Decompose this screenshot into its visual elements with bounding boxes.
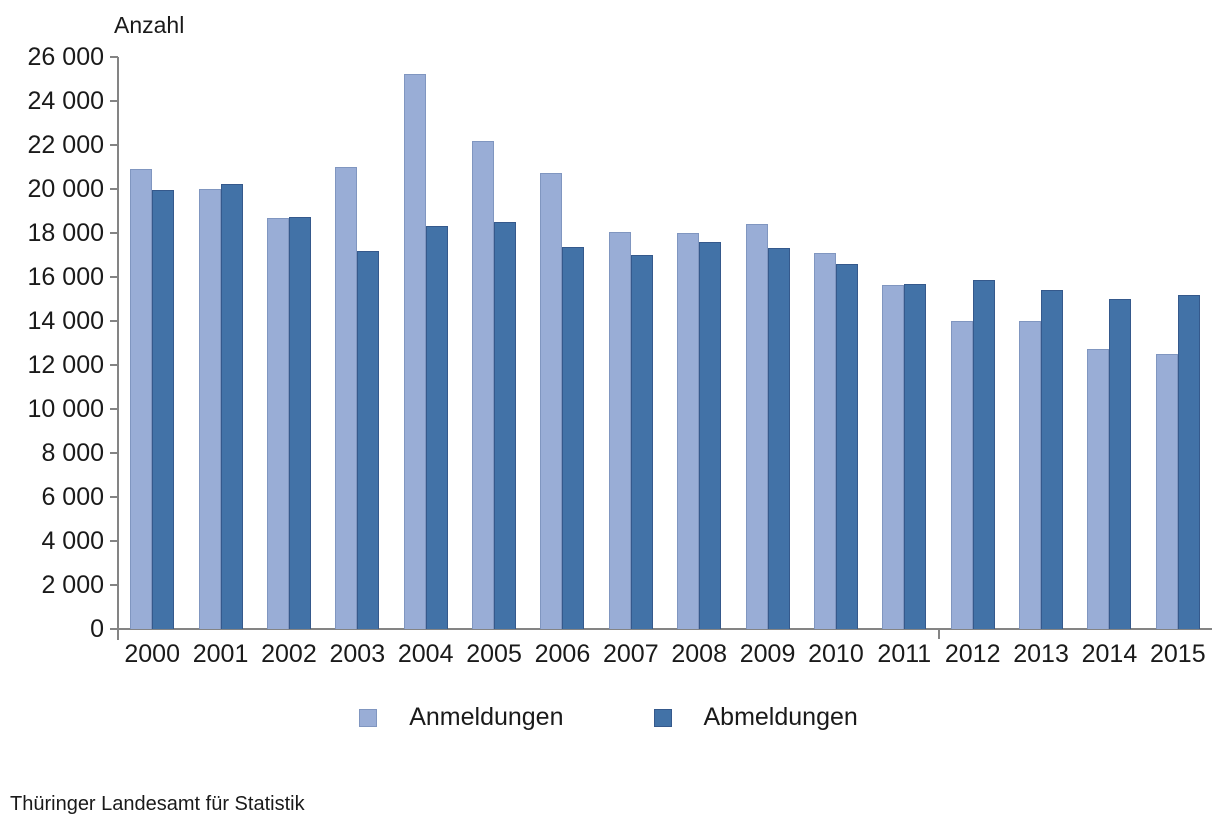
legend-swatch-abmeldungen-icon: [653, 708, 672, 727]
legend-item-anmeldungen: Anmeldungen: [359, 703, 564, 732]
y-axis-tick-6000: [110, 496, 118, 498]
y-axis-label-2000: 2 000: [41, 571, 104, 599]
bar-anmeldungen-2013: [1019, 321, 1042, 629]
bar-anmeldungen-2015: [1155, 354, 1178, 629]
y-axis-tick-18000: [110, 232, 118, 234]
x-axis-label-2015: 2015: [1150, 640, 1206, 668]
x-axis-label-2011: 2011: [877, 640, 932, 668]
bar-abmeldungen-2000: [152, 190, 175, 629]
y-axis-label-12000: 12 000: [27, 351, 104, 379]
bar-abmeldungen-2007: [630, 255, 653, 629]
x-axis-label-2006: 2006: [534, 640, 591, 668]
bar-abmeldungen-2015: [1177, 294, 1200, 629]
x-axis-label-2007: 2007: [603, 640, 659, 668]
bar-abmeldungen-2001: [220, 183, 243, 629]
y-axis-label-22000: 22 000: [27, 131, 104, 159]
x-axis-label-2005: 2005: [466, 640, 522, 668]
bar-abmeldungen-2014: [1109, 299, 1132, 629]
bar-abmeldungen-2010: [835, 263, 858, 629]
bar-anmeldungen-2003: [335, 167, 358, 629]
bar-anmeldungen-2002: [266, 217, 289, 629]
bar-anmeldungen-2011: [882, 284, 905, 629]
bar-abmeldungen-2013: [1041, 290, 1064, 629]
y-axis-label-10000: 10 000: [27, 395, 104, 423]
bar-anmeldungen-2008: [677, 233, 700, 629]
y-axis-tick-0: [110, 628, 118, 630]
bar-anmeldungen-2007: [608, 231, 631, 629]
y-axis-label-4000: 4 000: [41, 527, 104, 555]
legend-label-abmeldungen: Abmeldungen: [703, 703, 858, 731]
y-axis-label-20000: 20 000: [27, 175, 104, 203]
x-axis-label-2008: 2008: [671, 640, 727, 668]
y-axis-label-6000: 6 000: [41, 483, 104, 511]
x-axis-label-2002: 2002: [261, 640, 317, 668]
y-axis-label-14000: 14 000: [27, 307, 104, 335]
y-axis-label-0: 0: [90, 615, 104, 643]
x-axis-label-2000: 2000: [124, 640, 180, 668]
x-axis-minor-tick: [937, 630, 940, 639]
source-text: Thüringer Landesamt für Statistik: [10, 793, 305, 815]
bar-abmeldungen-2005: [494, 222, 517, 629]
y-axis-tick-26000: [110, 56, 118, 58]
legend: Anmeldungen Abmeldungen: [0, 703, 1217, 732]
bar-anmeldungen-2012: [950, 321, 973, 629]
bar-abmeldungen-2012: [972, 280, 995, 629]
bar-abmeldungen-2006: [562, 247, 585, 629]
y-axis-tick-10000: [110, 408, 118, 410]
y-axis-tick-8000: [110, 452, 118, 454]
x-axis-line: [110, 628, 1212, 630]
y-axis-label-18000: 18 000: [27, 219, 104, 247]
legend-item-abmeldungen: Abmeldungen: [653, 703, 858, 732]
x-axis-label-2004: 2004: [397, 640, 454, 668]
y-axis-label-16000: 16 000: [27, 263, 104, 291]
x-axis-label-2013: 2013: [1013, 640, 1069, 668]
y-axis-line: [117, 57, 119, 640]
y-axis-tick-14000: [110, 320, 118, 322]
x-axis-label-2014: 2014: [1081, 640, 1138, 668]
y-axis-tick-2000: [110, 584, 118, 586]
x-axis-label-2012: 2012: [944, 640, 1001, 668]
y-axis-tick-4000: [110, 540, 118, 542]
x-axis-label-2001: 2001: [192, 640, 249, 668]
bar-anmeldungen-2004: [403, 73, 426, 629]
bar-anmeldungen-2000: [130, 169, 153, 629]
bar-anmeldungen-2014: [1087, 348, 1110, 629]
x-axis-label-2003: 2003: [329, 640, 386, 668]
bar-abmeldungen-2004: [425, 226, 448, 629]
bar-abmeldungen-2008: [699, 241, 722, 629]
bar-anmeldungen-2010: [813, 252, 836, 629]
bar-anmeldungen-2005: [472, 140, 495, 629]
y-axis-tick-16000: [110, 276, 118, 278]
legend-swatch-anmeldungen-icon: [359, 708, 378, 727]
bar-abmeldungen-2011: [904, 283, 927, 629]
bar-abmeldungen-2009: [767, 248, 790, 629]
bar-abmeldungen-2002: [288, 216, 311, 629]
legend-label-anmeldungen: Anmeldungen: [409, 703, 564, 731]
bar-anmeldungen-2006: [540, 172, 563, 629]
y-axis-tick-12000: [110, 364, 118, 366]
y-axis-tick-22000: [110, 144, 118, 146]
bar-anmeldungen-2009: [745, 224, 768, 629]
bar-abmeldungen-2003: [357, 250, 380, 629]
y-axis-tick-20000: [110, 188, 118, 190]
y-axis-label-26000: 26 000: [27, 43, 104, 71]
y-axis-title: Anzahl: [114, 12, 185, 38]
y-axis-tick-24000: [110, 100, 118, 102]
x-axis-label-2009: 2009: [739, 640, 796, 668]
y-axis-label-8000: 8 000: [41, 439, 104, 467]
y-axis-label-24000: 24 000: [27, 87, 104, 115]
bar-anmeldungen-2001: [198, 189, 221, 629]
x-axis-label-2010: 2010: [808, 640, 864, 668]
